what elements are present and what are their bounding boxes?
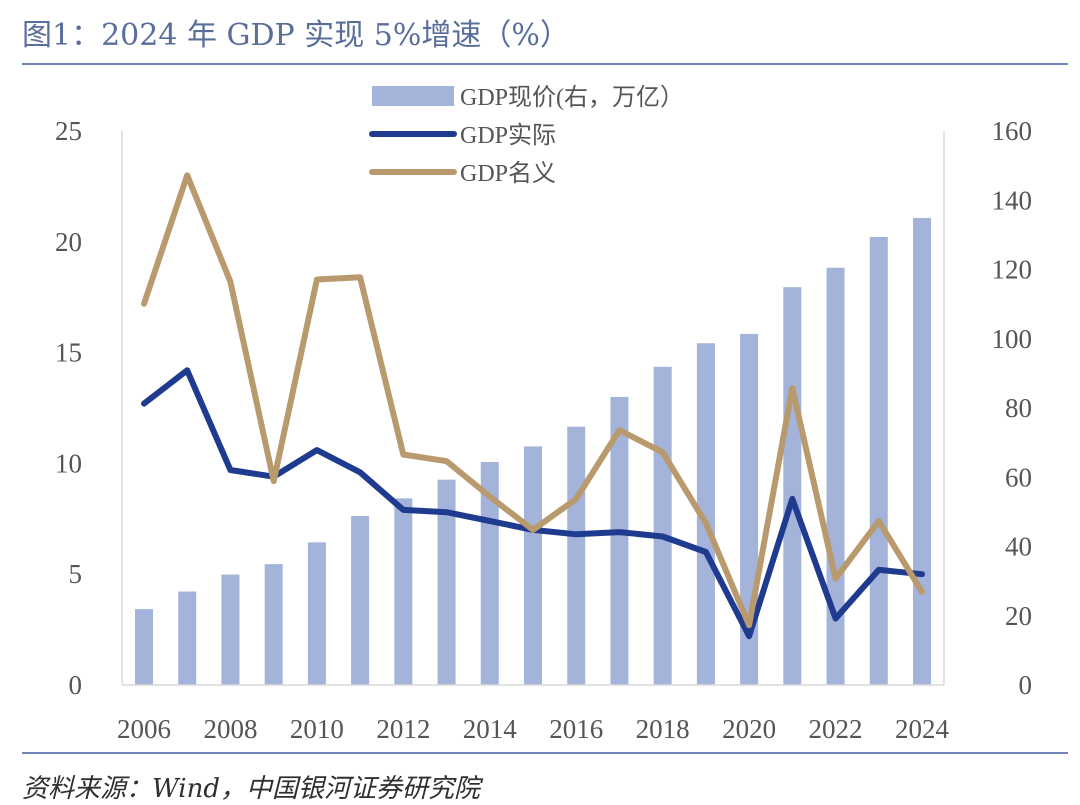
x-tick-label: 2006 — [117, 714, 171, 744]
axes — [121, 131, 945, 686]
x-tick-label: 2012 — [376, 714, 430, 744]
bar — [524, 446, 542, 685]
x-tick-label: 2016 — [549, 714, 603, 744]
bar — [307, 542, 326, 685]
legend-label: GDP实际 — [460, 122, 556, 149]
legend-swatch-bar — [372, 86, 454, 106]
left-tick-label: 5 — [69, 559, 83, 589]
right-tick-label: 0 — [1019, 670, 1033, 700]
bar — [264, 564, 283, 685]
bar — [394, 498, 413, 685]
bar — [826, 267, 845, 685]
bar — [610, 396, 629, 685]
tick-labels: 0 5 10 15 20 25 0 20 40 60 80 100 120 140 160 2006 2008 2… — [55, 116, 1032, 744]
left-tick-label: 25 — [55, 116, 82, 146]
left-tick-label: 15 — [55, 338, 82, 368]
chart: 0 5 10 15 20 25 0 20 40 60 80 100 120 140 160 2006 2008 2… — [55, 84, 1032, 744]
bar — [351, 516, 370, 685]
x-tick-label: 2008 — [203, 714, 257, 744]
legend: GDP现价(右，万亿） GDP实际 GDP名义 — [369, 84, 684, 187]
title-rule — [22, 63, 1068, 65]
x-tick-label: 2020 — [722, 714, 776, 744]
right-tick-label: 40 — [1005, 532, 1032, 562]
right-tick-label: 100 — [992, 324, 1033, 354]
bar — [178, 591, 197, 685]
bar — [437, 479, 456, 685]
left-tick-label: 10 — [55, 448, 82, 478]
bar — [567, 426, 586, 685]
bar — [696, 343, 715, 685]
bar — [653, 366, 672, 685]
bar — [135, 609, 153, 685]
right-tick-label: 160 — [992, 116, 1033, 146]
x-tick-label: 2022 — [809, 714, 863, 744]
legend-label: GDP现价(右，万亿） — [460, 84, 684, 111]
right-tick-label: 140 — [992, 185, 1033, 215]
x-tick-label: 2010 — [290, 714, 344, 744]
bar — [913, 217, 931, 685]
line-nominal — [141, 172, 925, 629]
left-tick-label: 20 — [55, 227, 82, 257]
bar — [869, 236, 888, 685]
line-series — [141, 172, 925, 640]
x-tick-label: 2014 — [463, 714, 518, 744]
x-tick-label: 2024 — [895, 714, 950, 744]
bar — [221, 574, 240, 685]
legend-label: GDP名义 — [460, 160, 556, 187]
right-tick-label: 80 — [1005, 393, 1032, 423]
source-rule — [22, 752, 1068, 754]
x-tick-label: 2018 — [636, 714, 690, 744]
source-note: 资料来源：Wind，中国银河证券研究院 — [22, 774, 480, 804]
right-tick-label: 60 — [1005, 462, 1032, 492]
left-tick-label: 0 — [69, 670, 83, 700]
right-tick-label: 120 — [992, 255, 1033, 285]
bar — [783, 287, 802, 685]
chart-title: 图1：2024 年 GDP 实现 5%增速（%） — [22, 18, 570, 53]
bar-series — [135, 217, 931, 685]
right-tick-label: 20 — [1005, 601, 1032, 631]
